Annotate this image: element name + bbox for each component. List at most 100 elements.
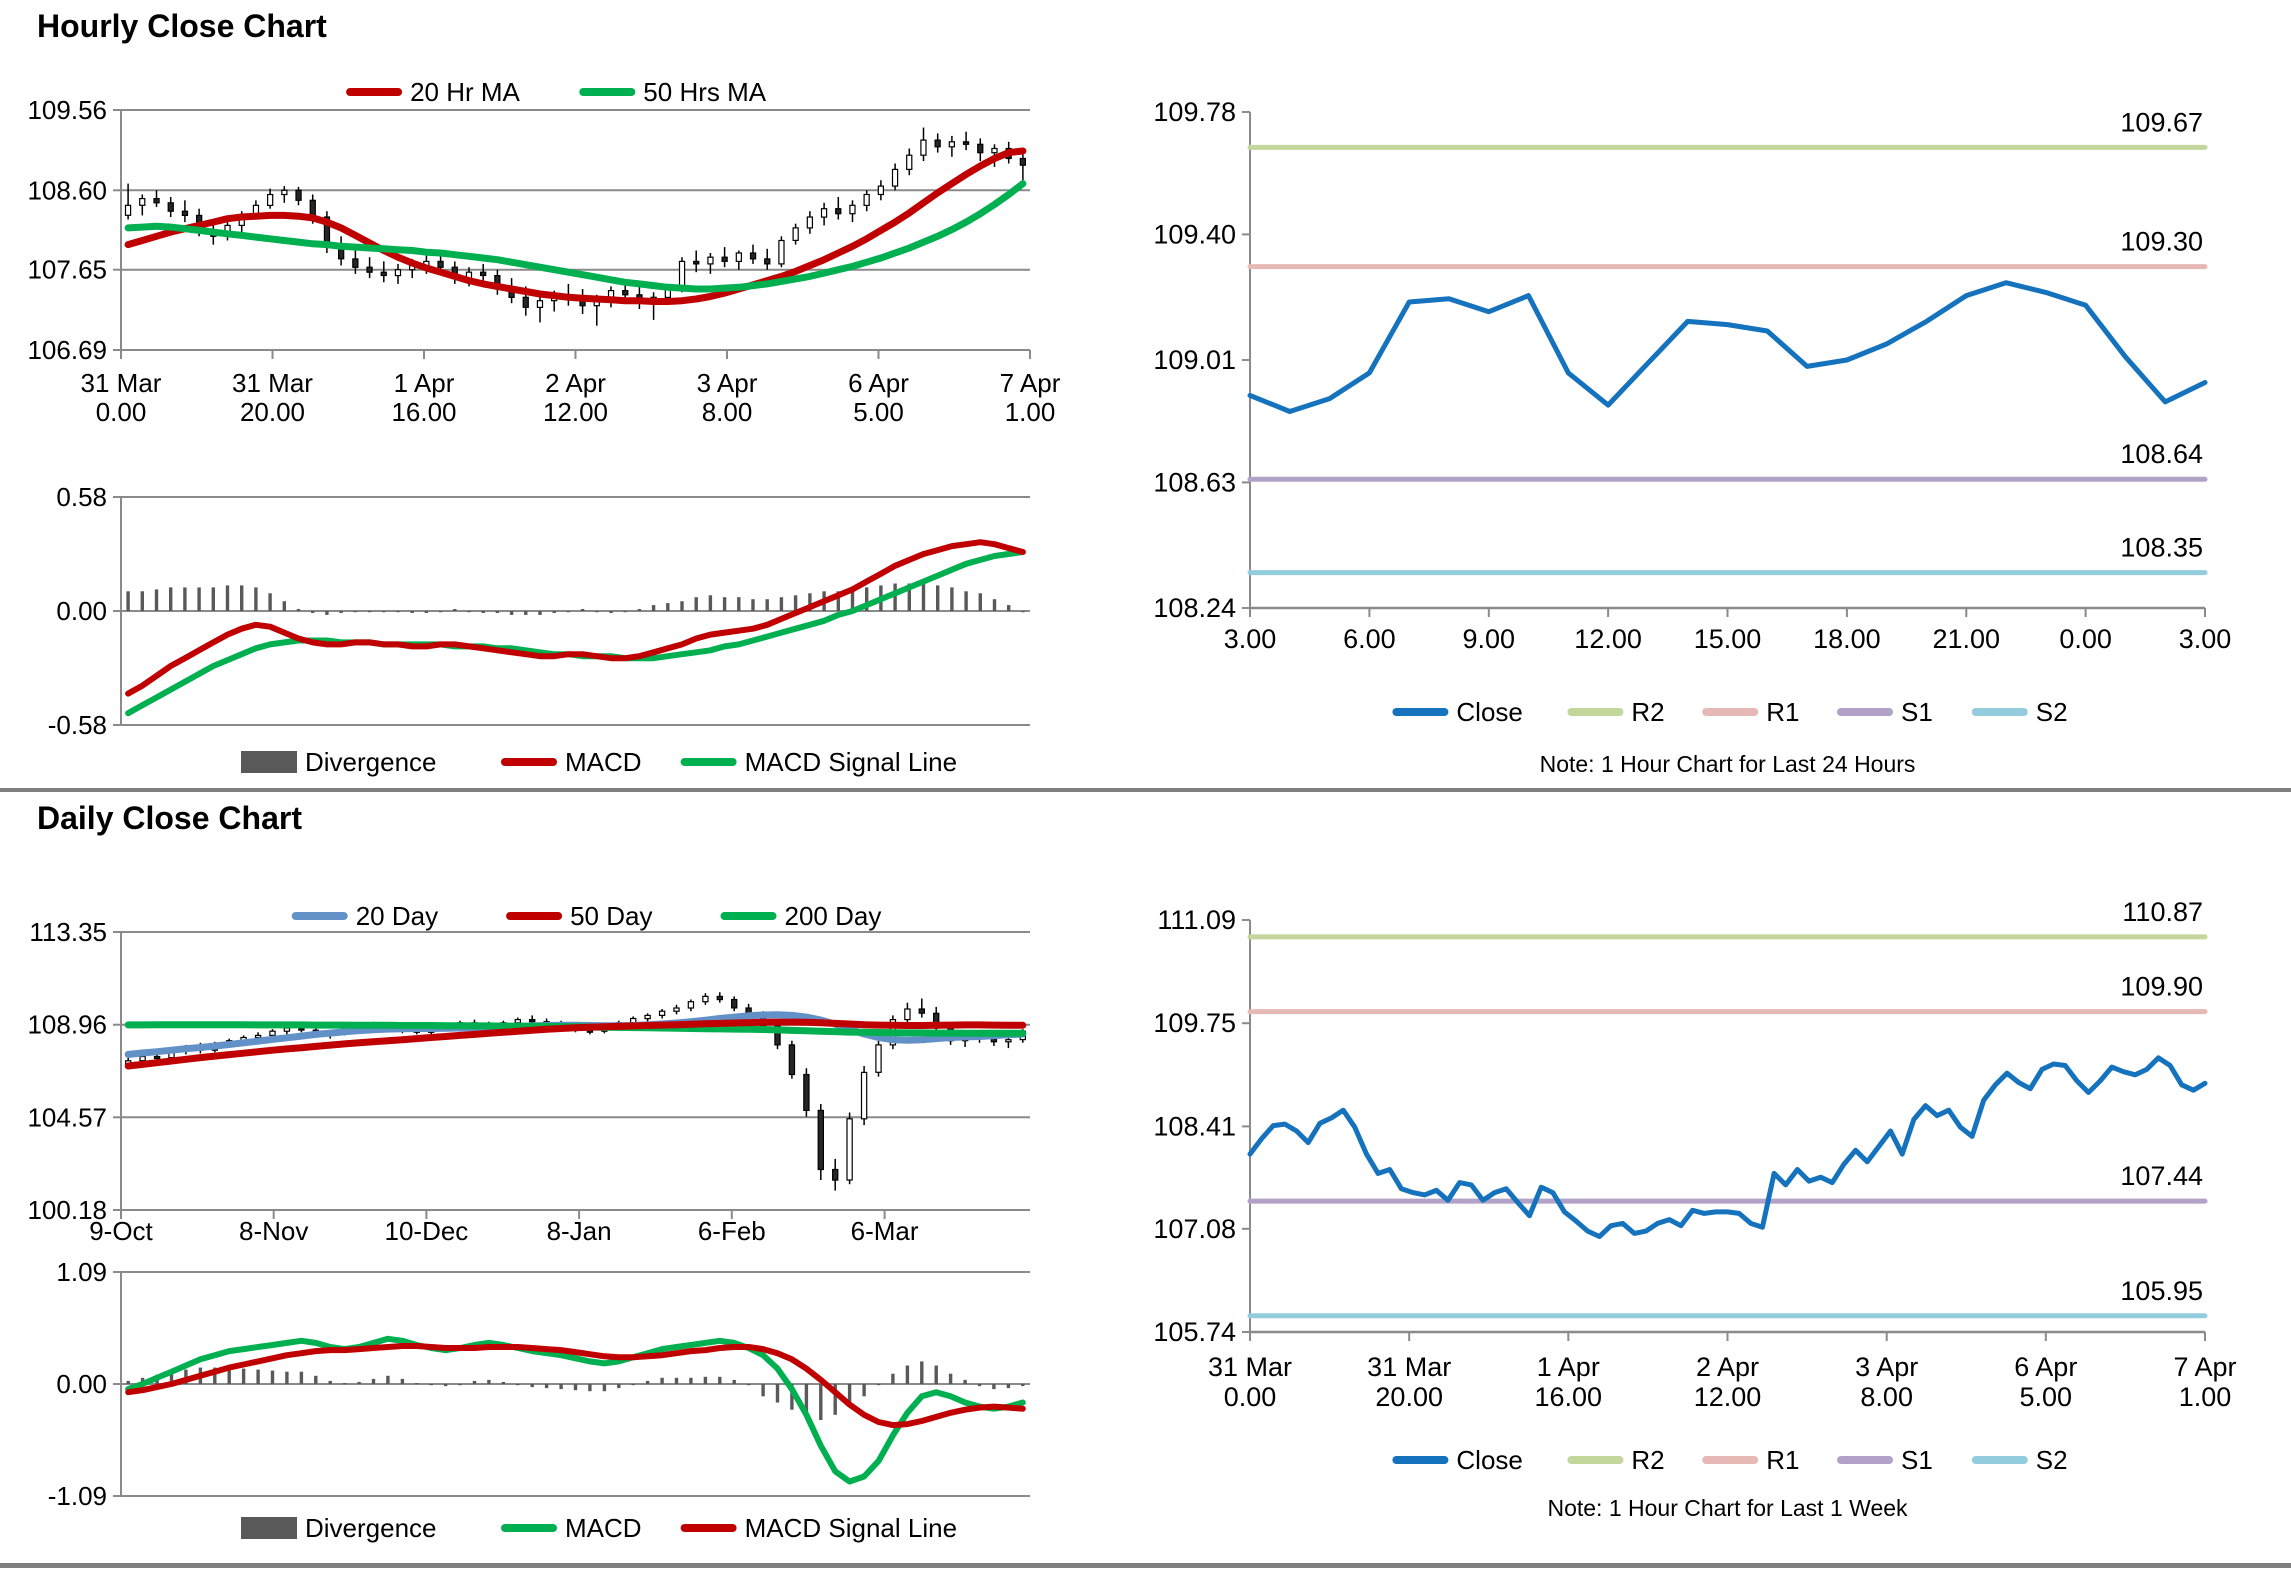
x-tick-label: 12.00 [1574,624,1642,654]
divergence-bar [674,1377,679,1384]
divergence-bar [1006,1384,1011,1389]
y-tick-label: 109.56 [27,95,107,125]
ma-line-20-hr-ma [124,147,1027,305]
candle-body [977,143,984,154]
legend-swatch-50-day-icon [506,912,563,920]
divergence-bar [751,599,755,611]
divergence-bar [907,583,911,611]
legend-label-20-hr-ma: 20 Hr MA [410,77,520,107]
candle-body [167,202,174,212]
pivot-value-label-s1: 108.64 [2120,439,2203,469]
divergence-bar [718,1376,722,1384]
x-tick-label: 8.00 [1860,1382,1913,1412]
y-tick-label: 108.60 [27,175,107,205]
macd-line-macd-signal-line [125,549,1026,717]
divergence-bar [934,1365,938,1384]
legend-label-200-day: 200 Day [785,901,882,931]
candle-body [283,1027,291,1032]
y-tick-label: 104.57 [27,1102,107,1132]
candle-body [522,296,529,308]
divergence-bar [270,1370,275,1384]
x-tick-label: 8-Nov [239,1216,308,1246]
divergence-bar [183,587,187,611]
candle-body [139,198,146,206]
divergence-bar [353,611,358,613]
x-tick-label: 6 Apr [848,368,909,398]
legend-swatch-s2-icon [1971,708,2028,716]
x-tick-label: 16.00 [1535,1382,1603,1412]
divergence-bar [819,1384,823,1420]
legend-swatch-macd-signal-line-icon [680,758,737,766]
x-tick-label: 8-Jan [547,1216,612,1246]
divergence-bar [609,611,613,613]
y-tick-label: 107.08 [1153,1214,1236,1244]
divergence-bar [154,589,159,611]
divergence-bar [524,611,528,615]
divergence-bar [311,611,315,613]
legend-label-s1: S1 [1901,697,1933,727]
x-tick-label: 12.00 [543,397,608,427]
divergence-bar [602,1384,607,1392]
x-tick-label: 3.00 [2179,624,2232,654]
candle-body [849,204,856,215]
x-tick-label: 6-Feb [698,1216,766,1246]
x-tick-label: 5.00 [2020,1382,2073,1412]
divergence-bar [357,1381,361,1384]
divergence-bar [487,1379,491,1384]
divergence-bar [339,611,343,613]
divergence-bar [978,593,982,611]
divergence-bar [950,587,954,611]
legend-swatch-divergence-icon [241,1517,297,1539]
legend-label-r2: R2 [1631,697,1664,727]
x-tick-label: 8.00 [702,397,753,427]
divergence-bar [410,611,414,613]
legend-swatch-s2-icon [1971,1456,2028,1464]
divergence-bar [588,1384,592,1392]
divergence-bar [396,611,400,613]
divergence-bar [382,611,386,613]
divergence-bar [254,587,258,611]
candle-body [962,141,970,145]
divergence-bar [761,1384,765,1397]
divergence-bar [140,591,144,611]
divergence-bar [694,597,698,611]
x-tick-label: 0.00 [1224,1382,1277,1412]
legend-label-divergence: Divergence [305,747,437,777]
candle-body [153,1055,161,1060]
divergence-bar [833,1384,837,1415]
divergence-bar [850,589,855,611]
divergence-bar [197,587,201,611]
candle-body [891,168,899,187]
divergence-bar [732,1379,736,1384]
candle-body [673,1007,680,1012]
legend-swatch-divergence-icon [241,751,297,773]
divergence-bar [538,611,542,615]
divergence-bar [920,1361,924,1384]
pivot-value-label-r1: 109.30 [2120,227,2203,257]
candle-body [803,1073,810,1112]
divergence-bar [977,1384,982,1387]
candle-body [1005,1039,1012,1043]
candle-body [124,204,132,216]
legend-label-50-hrs-ma: 50 Hrs MA [643,77,766,107]
candle-body [181,210,189,216]
divergence-bar [862,1384,866,1397]
y-tick-label: 108.96 [27,1010,107,1040]
candle-body [831,1168,839,1181]
x-tick-label: 0.00 [2059,624,2112,654]
legend-label-close: Close [1456,1445,1522,1475]
divergence-bar [566,611,571,613]
legend-label-50-day: 50 Day [570,901,652,931]
divergence-bar [808,593,812,611]
divergence-bar [847,1384,852,1407]
section-divider [0,788,2291,792]
legend-label-s2: S2 [2036,1445,2068,1475]
x-tick-label: 20.00 [240,397,305,427]
divergence-bar [573,1384,578,1391]
daily_price-chart: 113.35 108.96 104.57 100.189-Oct 8-Nov 10-Dec… [27,901,1030,1246]
divergence-bar [666,603,670,611]
divergence-bar [746,1384,751,1386]
divergence-bar [211,587,215,611]
candle-body [920,139,927,156]
divergence-bar [631,1384,635,1386]
